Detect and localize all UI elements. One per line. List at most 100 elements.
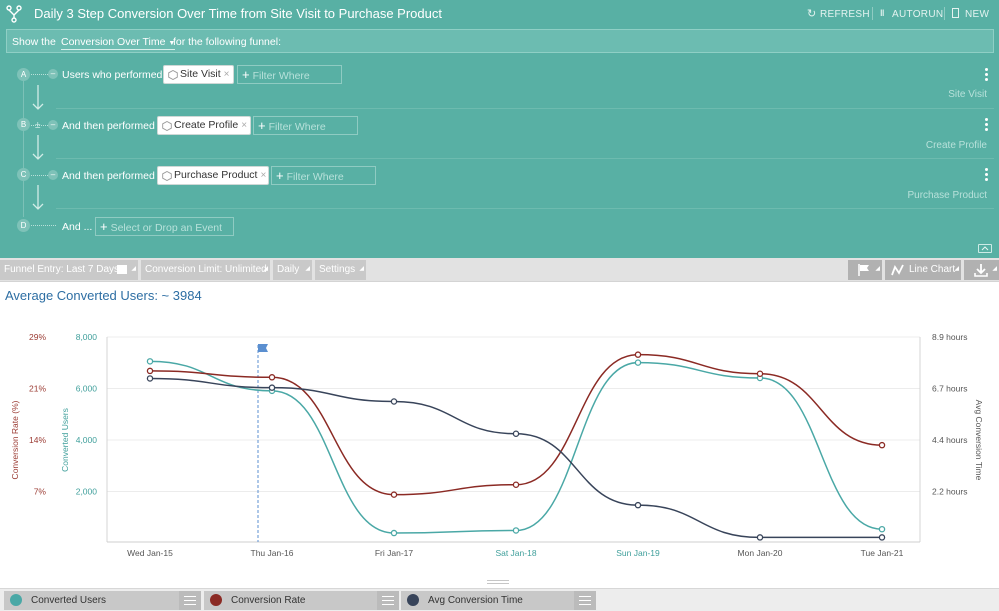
data-point-avg-conversion-time: [146, 375, 154, 382]
data-point-converted-users: [634, 359, 642, 366]
refresh-button[interactable]: ↻ REFRESH: [806, 0, 870, 28]
flag-icon: [858, 264, 869, 276]
line-chart-icon: [891, 264, 904, 276]
step-connector-line: [23, 81, 24, 217]
autorun-label: AUTORUN: [892, 9, 944, 20]
data-point-converted-users: [512, 527, 520, 534]
new-button[interactable]: NEW: [951, 0, 991, 28]
x-tick-label: Sun Jan-19: [616, 548, 660, 558]
tick-label-avg-conversion-time: 6.7 hours: [932, 384, 967, 394]
plus-icon: +: [258, 118, 266, 133]
x-tick-label: Wed Jan-15: [127, 548, 173, 558]
refresh-label: REFRESH: [820, 9, 870, 20]
divider: [944, 7, 945, 20]
tick-label-conversion-rate: 7%: [34, 487, 47, 497]
legend-label: Avg Conversion Time: [428, 595, 523, 606]
show-bar: Show the Conversion Over Time ▼ for the …: [6, 29, 994, 53]
step-menu-icon[interactable]: [985, 68, 988, 83]
step-divider: [56, 108, 994, 109]
legend-label: Conversion Rate: [231, 595, 306, 606]
event-chip-create-profile[interactable]: Create Profile ×: [157, 116, 251, 135]
legend-item-avg-conversion-time[interactable]: Avg Conversion Time: [401, 591, 596, 610]
flag-icon: [258, 344, 268, 352]
funnel-entry-dropdown[interactable]: Funnel Entry: Last 7 Days ◢: [0, 260, 138, 280]
data-point-conversion-rate: [634, 351, 642, 358]
step-menu-icon[interactable]: [985, 118, 988, 133]
plus-icon: +: [100, 219, 108, 234]
event-hexagon-icon: [162, 121, 172, 131]
x-tick-label: Tue Jan-21: [861, 548, 904, 558]
step-menu-icon[interactable]: [985, 168, 988, 183]
legend-item-converted-users[interactable]: Converted Users: [4, 591, 201, 610]
event-chip-purchase-product[interactable]: Purchase Product ×: [157, 166, 269, 185]
down-arrow-icon: [32, 185, 44, 210]
event-name: Create Profile: [174, 119, 239, 131]
calendar-icon: [117, 265, 127, 274]
plus-icon: +: [276, 168, 284, 183]
export-button[interactable]: ◢: [964, 260, 999, 280]
filter-where-button[interactable]: + Filter Where: [237, 65, 342, 84]
axis-title-conversion-rate: Conversion Rate (%): [10, 400, 20, 479]
step-dotted-line: [31, 125, 48, 126]
tick-label-conversion-rate: 14%: [29, 435, 46, 445]
hamburger-menu-icon[interactable]: [179, 591, 201, 610]
autorun-button[interactable]: ‖ AUTORUN: [879, 0, 944, 28]
filter-label: Filter Where: [286, 171, 344, 183]
x-tick-label: Sat Jan-18: [495, 548, 536, 558]
step-remove-icon[interactable]: –: [48, 170, 58, 180]
x-tick-label: Mon Jan-20: [738, 548, 783, 558]
event-hexagon-icon: [162, 171, 172, 181]
legend-swatch: [210, 594, 222, 606]
filter-where-button[interactable]: + Filter Where: [253, 116, 358, 135]
tick-label-converted-users: 2,000: [76, 487, 98, 497]
select-event-button[interactable]: + Select or Drop an Event: [95, 217, 234, 236]
step-b-label: And then performed: [62, 120, 155, 132]
show-suffix: for the following funnel:: [173, 36, 281, 48]
step-dotted-line: [31, 175, 48, 176]
interval-label: Daily: [277, 264, 300, 275]
tick-label-converted-users: 6,000: [76, 384, 98, 394]
caret-down-icon: ▼: [168, 40, 176, 47]
data-point-conversion-rate: [512, 481, 520, 488]
caret-icon: ◢: [263, 266, 268, 272]
app-logo-icon: [6, 5, 22, 23]
data-point-conversion-rate: [878, 441, 886, 449]
select-event-label: Select or Drop an Event: [110, 222, 223, 234]
funnel-builder-panel: Daily 3 Step Conversion Over Time from S…: [0, 0, 999, 258]
series-line-avg-conversion-time: [149, 377, 882, 539]
event-name: Site Visit: [180, 68, 221, 80]
resize-handle[interactable]: [487, 580, 509, 584]
data-point-avg-conversion-time: [390, 398, 398, 405]
step-remove-icon[interactable]: –: [48, 120, 58, 130]
interval-dropdown[interactable]: Daily ◢: [273, 260, 312, 280]
step-remove-icon[interactable]: –: [48, 69, 58, 79]
annotation-flag-button[interactable]: ◢: [848, 260, 882, 280]
document-icon: [952, 8, 959, 18]
axis-title-converted-users: Converted Users: [60, 408, 70, 472]
data-point-converted-users: [146, 358, 154, 365]
hamburger-menu-icon[interactable]: [377, 591, 399, 610]
tick-label-conversion-rate: 29%: [29, 332, 46, 342]
hamburger-menu-icon[interactable]: [574, 591, 596, 610]
event-chip-site-visit[interactable]: Site Visit ×: [163, 65, 234, 84]
step-name: Create Profile: [925, 140, 987, 151]
remove-event-icon[interactable]: ×: [223, 69, 230, 80]
filter-where-button[interactable]: + Filter Where: [271, 166, 376, 185]
collapse-panel-icon[interactable]: [978, 244, 992, 253]
chart-type-dropdown[interactable]: Line Chart ◢: [885, 260, 961, 280]
series-line-conversion-rate: [149, 353, 883, 496]
data-point-avg-conversion-time: [634, 501, 642, 509]
conversion-line-chart[interactable]: 29% 8,000 8.9 hours 21% 6,000 6.7 hours 14% 4,0…: [0, 300, 999, 580]
event-name: Purchase Product: [174, 169, 258, 181]
conversion-window-icon[interactable]: ±: [35, 120, 41, 131]
data-point-conversion-rate: [146, 367, 154, 375]
legend-item-conversion-rate[interactable]: Conversion Rate: [204, 591, 399, 610]
legend-swatch: [407, 594, 419, 606]
settings-dropdown[interactable]: Settings ◢: [315, 260, 366, 280]
remove-event-icon[interactable]: ×: [241, 120, 248, 131]
analysis-mode-dropdown[interactable]: Conversion Over Time ▼: [61, 36, 176, 50]
conversion-limit-label: Conversion Limit: Unlimited: [145, 264, 267, 275]
conversion-limit-dropdown[interactable]: Conversion Limit: Unlimited ◢: [141, 260, 270, 280]
remove-event-icon[interactable]: ×: [260, 170, 267, 181]
filter-label: Filter Where: [268, 121, 326, 133]
